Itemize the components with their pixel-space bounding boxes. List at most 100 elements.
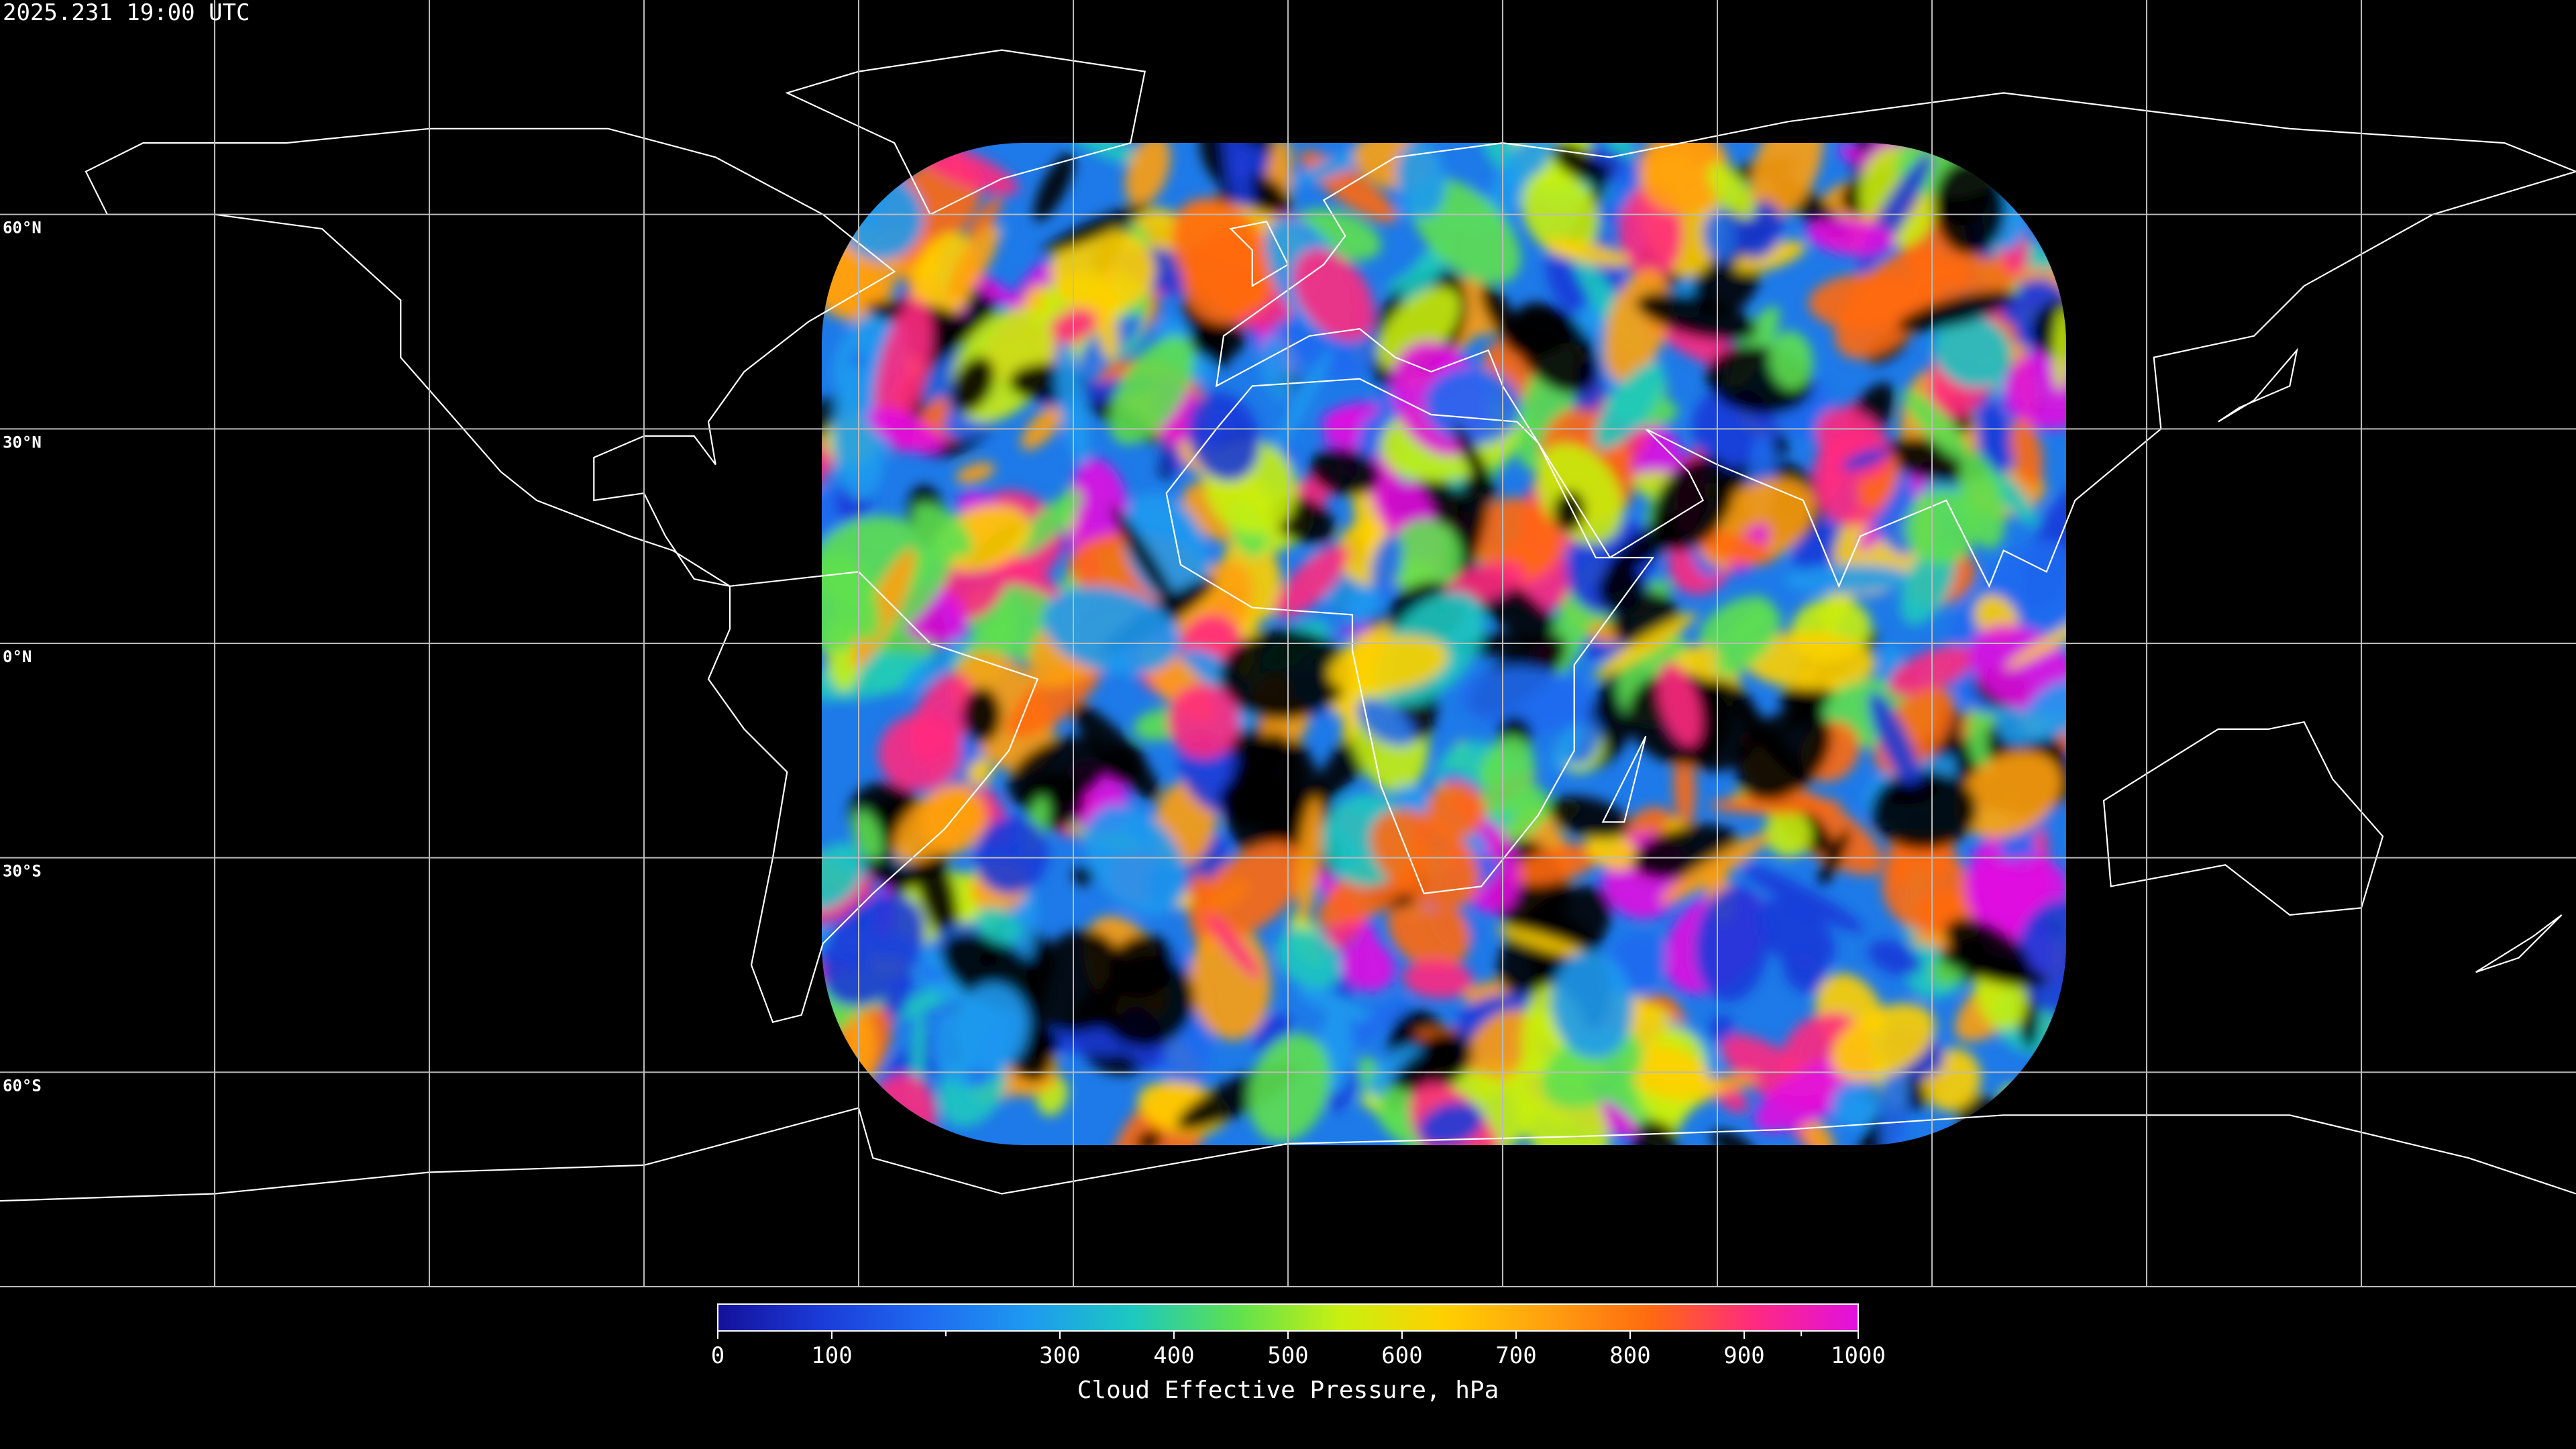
cloud-blob (1275, 545, 1349, 619)
cloud-blob (1419, 1102, 1483, 1145)
cloud-blob (1593, 612, 1697, 679)
cloud-blob (1136, 1130, 1162, 1145)
cloud-blob (1479, 736, 1535, 816)
cloud-blob (1902, 390, 1972, 462)
coastline (1601, 736, 1647, 823)
cloud-blob (1779, 683, 1838, 714)
cloud-blob (1694, 885, 1770, 1002)
latitude-label: 30°S (3, 862, 42, 881)
cloud-blob (1182, 231, 1270, 324)
cloud-blob (1167, 684, 1240, 759)
cloud-blob (941, 932, 1047, 1014)
cloud-blob (1095, 289, 1119, 363)
cloud-blob (974, 816, 1049, 895)
cloud-blob (1340, 940, 1395, 991)
latitude-label: 30°N (3, 433, 42, 451)
cloud-blob (1651, 456, 1735, 551)
cloud-blob (1551, 951, 1633, 1059)
cloud-blob (1021, 402, 1066, 450)
cloud-blob (1276, 928, 1342, 989)
cloud-blob (1708, 1014, 1734, 1043)
cloud-blob (1945, 918, 2031, 983)
satellite-imagery (822, 143, 2066, 1145)
cloud-blob (1841, 447, 1889, 471)
cloud-blob (1631, 1119, 1677, 1145)
latitude-label: 60°S (3, 1076, 42, 1095)
cloud-blob (1838, 144, 1862, 162)
cloud-blob (1831, 1003, 1935, 1081)
cloud-blob (948, 224, 1000, 301)
cloud-blob (1673, 748, 1696, 828)
coastline (2475, 914, 2563, 973)
cloud-blob (1660, 833, 1771, 904)
cloud-blob (1342, 684, 1358, 745)
cloud-blob (1976, 401, 2013, 474)
cloud-blob (822, 843, 865, 910)
cloud-blob (1658, 661, 1702, 747)
cloud-blob (1940, 254, 2015, 297)
cloud-blob (1042, 586, 1179, 676)
cloud-blob (1042, 203, 1150, 254)
cloud-blob (1601, 157, 1643, 221)
cloud-blob (1219, 778, 1272, 828)
cloud-blob (1187, 392, 1260, 482)
cloud-blob (1163, 447, 1181, 474)
cloud-blob (2005, 600, 2066, 669)
cloud-blob (967, 196, 1003, 241)
cloud-blob (2017, 899, 2066, 1017)
cloud-blob (852, 810, 883, 861)
cloud-blob (2022, 679, 2066, 741)
colorbar-tick-label: 800 (1609, 1342, 1650, 1369)
cloud-blob (873, 299, 932, 435)
cloud-blob (1597, 566, 1646, 614)
cloud-blob (1355, 698, 1415, 747)
cloud-blob (1868, 691, 1921, 791)
cloud-blob (1715, 607, 1782, 677)
colorbar-tick-label: 300 (1039, 1342, 1080, 1369)
cloud-blob (1904, 490, 1980, 565)
cloud-blob (1197, 841, 1305, 938)
cloud-blob (1377, 287, 1460, 370)
coastline (2102, 720, 2384, 916)
cloud-blob (1551, 143, 1607, 184)
cloud-blob (1542, 1028, 1644, 1109)
colorbar-label: Cloud Effective Pressure, hPa (1077, 1377, 1499, 1404)
cloud-blob (1750, 143, 1823, 220)
cloud-blob (962, 687, 1002, 743)
cloud-blob (1888, 781, 1939, 805)
cloud-blob (1541, 239, 1631, 267)
colorbar-tick-label: 400 (1153, 1342, 1194, 1369)
cloud-blob (1389, 519, 1462, 595)
cloud-blob (1548, 796, 1629, 839)
cloud-blob (1125, 143, 1171, 207)
cloud-blob (1110, 504, 1181, 615)
cloud-blob (1189, 318, 1246, 360)
cloud-blob (1103, 742, 1145, 784)
colorbar-tick-label: 1000 (1831, 1342, 1886, 1369)
graticule: 60°N 30°N 0°N 30°S 60°S (0, 0, 2576, 1287)
cloud-blob (1868, 940, 1922, 976)
cloud-blob (1012, 491, 1083, 557)
cloud-blob (1707, 162, 1756, 219)
cloud-blob (912, 503, 973, 558)
cloud-blob (976, 906, 1022, 945)
cloud-blob (1736, 707, 1831, 802)
coastline (1229, 221, 1289, 288)
cloud-blob (867, 407, 943, 454)
cloud-blob (1957, 751, 2062, 839)
cloud-blob (1496, 926, 1590, 958)
cloud-blob (1933, 315, 2012, 388)
latitude-label: 60°N (3, 219, 42, 237)
cloud-blob (1109, 335, 1195, 445)
cloud-blob (878, 713, 962, 791)
cloud-blob (1269, 348, 1332, 461)
cloud-blob (1296, 986, 1371, 1022)
cloud-blob (1690, 529, 1774, 565)
cloud-blob (2010, 417, 2043, 486)
colorbar-tick-label: 0 (711, 1342, 724, 1369)
coastline (1215, 92, 2576, 588)
coastline (2218, 347, 2298, 423)
cloud-blob (1783, 564, 1913, 594)
